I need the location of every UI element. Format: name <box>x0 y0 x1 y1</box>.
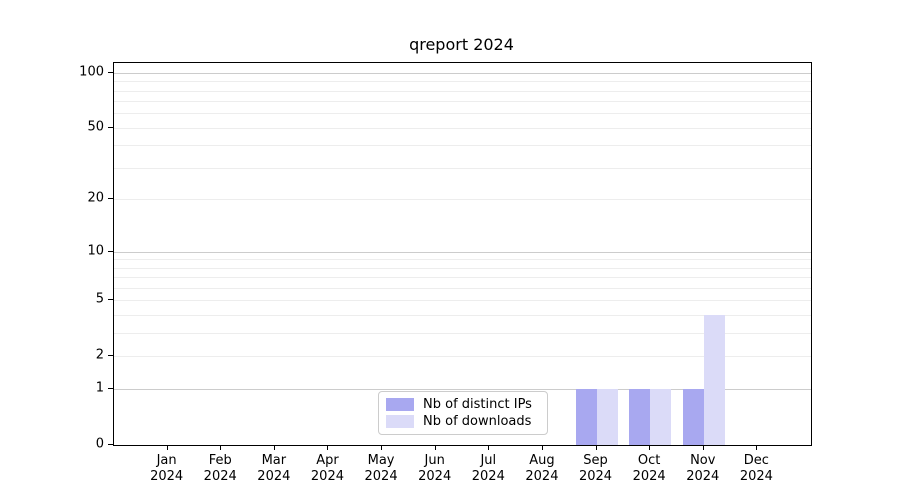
y-tick-mark <box>108 299 113 300</box>
y-tick-label: 50 <box>87 119 104 135</box>
x-tick-label: Apr 2024 <box>310 453 344 484</box>
bar-nov-downloads <box>703 315 725 445</box>
y-tick-label: 10 <box>87 243 104 259</box>
x-tick-mark <box>703 445 704 450</box>
y-tick-mark <box>108 444 113 445</box>
x-tick-mark <box>381 445 382 450</box>
x-tick-label: May 2024 <box>364 453 398 484</box>
bar-sep-distinct-ips <box>575 389 597 445</box>
minor-gridline <box>114 288 811 290</box>
minor-gridline <box>114 101 811 103</box>
legend-label-downloads: Nb of downloads <box>423 414 532 429</box>
y-tick-label: 5 <box>95 291 104 307</box>
y-tick-label: 0 <box>95 436 104 452</box>
minor-gridline <box>114 113 811 115</box>
minor-gridline <box>114 333 811 335</box>
minor-gridline <box>114 315 811 317</box>
legend-item-downloads: Nb of downloads <box>386 414 540 429</box>
major-gridline <box>114 251 811 253</box>
bar-oct-downloads <box>650 389 672 445</box>
minor-gridline <box>114 277 811 279</box>
x-tick-label: Aug 2024 <box>525 453 559 484</box>
minor-gridline <box>114 145 811 147</box>
x-tick-label: Mar 2024 <box>257 453 291 484</box>
minor-gridline <box>114 90 811 92</box>
y-tick-mark <box>108 388 113 389</box>
x-tick-mark <box>220 445 221 450</box>
x-tick-label: Jan 2024 <box>150 453 184 484</box>
x-tick-mark <box>327 445 328 450</box>
legend-label-distinct-ips: Nb of distinct IPs <box>423 397 532 412</box>
y-tick-mark <box>108 198 113 199</box>
minor-gridline <box>114 259 811 261</box>
minor-gridline <box>114 300 811 302</box>
x-tick-mark <box>649 445 650 450</box>
minor-gridline <box>114 127 811 129</box>
minor-gridline <box>114 356 811 358</box>
y-tick-mark <box>108 251 113 252</box>
x-tick-mark <box>435 445 436 450</box>
y-tick-mark <box>108 72 113 73</box>
x-tick-mark <box>596 445 597 450</box>
y-tick-label: 100 <box>79 64 104 80</box>
y-tick-mark <box>108 355 113 356</box>
x-tick-mark <box>542 445 543 450</box>
plot-area <box>113 62 812 446</box>
bar-nov-distinct-ips <box>682 389 704 445</box>
x-tick-label: Jul 2024 <box>471 453 505 484</box>
bar-oct-distinct-ips <box>629 389 651 445</box>
x-tick-label: Nov 2024 <box>686 453 720 484</box>
y-tick-label: 20 <box>87 190 104 206</box>
chart-title: qreport 2024 <box>409 35 514 54</box>
minor-gridline <box>114 81 811 83</box>
minor-gridline <box>114 267 811 269</box>
minor-gridline <box>114 199 811 201</box>
x-tick-mark <box>756 445 757 450</box>
x-tick-label: Oct 2024 <box>632 453 666 484</box>
x-tick-label: Jun 2024 <box>418 453 452 484</box>
y-tick-label: 2 <box>95 347 104 363</box>
legend: Nb of distinct IPs Nb of downloads <box>378 391 548 435</box>
minor-gridline <box>114 168 811 170</box>
x-tick-mark <box>274 445 275 450</box>
major-gridline <box>114 389 811 391</box>
legend-item-distinct-ips: Nb of distinct IPs <box>386 397 540 412</box>
y-tick-label: 1 <box>95 380 104 396</box>
bar-sep-downloads <box>596 389 618 445</box>
x-tick-label: Sep 2024 <box>578 453 613 484</box>
y-tick-mark <box>108 127 113 128</box>
x-tick-label: Feb 2024 <box>203 453 237 484</box>
x-tick-mark <box>488 445 489 450</box>
legend-swatch-distinct-ips-icon <box>386 398 414 411</box>
legend-swatch-downloads-icon <box>386 415 414 428</box>
x-tick-mark <box>167 445 168 450</box>
x-tick-label: Dec 2024 <box>739 453 773 484</box>
major-gridline <box>114 72 811 74</box>
